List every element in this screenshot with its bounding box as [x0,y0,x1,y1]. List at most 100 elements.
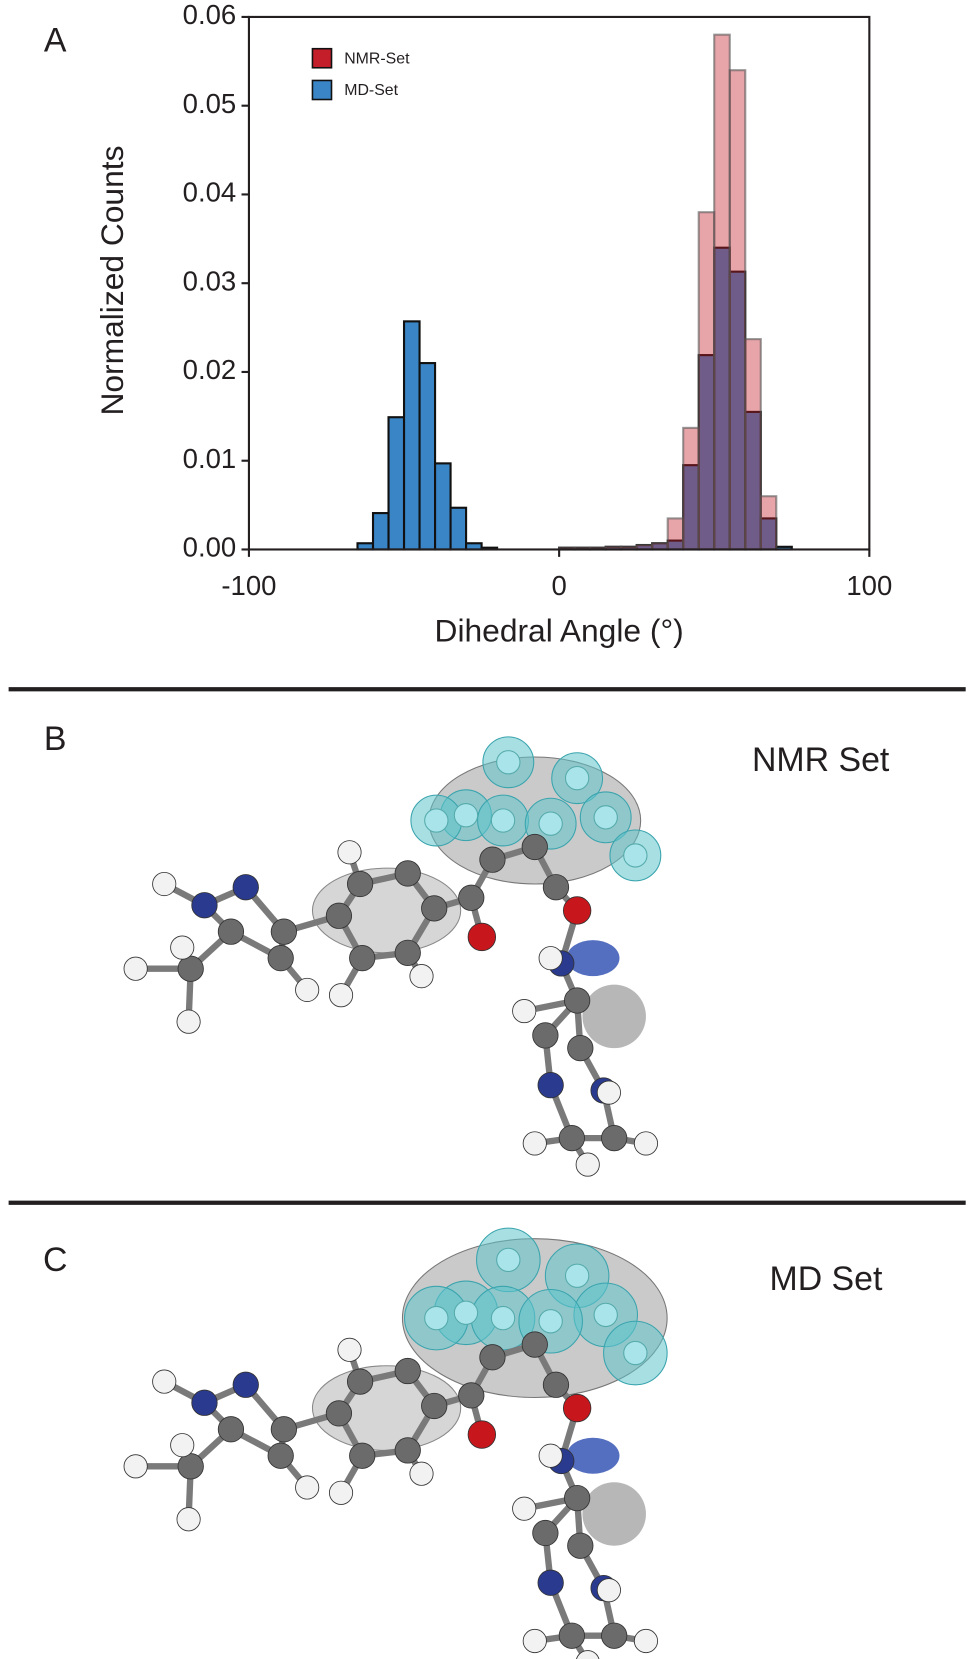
atom [232,1371,259,1398]
atom [325,1400,353,1427]
x-tick-label: -100 [221,570,276,601]
x-tick-label: 100 [846,570,892,601]
atom [564,1484,591,1512]
atom [267,945,294,972]
histogram-bar [697,211,716,551]
atom [394,939,421,966]
histogram-bar [666,517,685,551]
atom [596,1080,621,1105]
y-tick-label: 0.01 [183,443,237,474]
atom [537,1072,564,1099]
atom [152,1369,177,1394]
atom [267,1442,294,1469]
atom [601,1124,628,1152]
atom [458,1382,485,1409]
atom [177,1453,204,1480]
atom [564,1263,590,1288]
histogram-bar [433,462,452,551]
atom [496,750,521,775]
atom [270,918,298,945]
atom [328,983,354,1008]
atom [542,1371,570,1398]
atom [170,1433,195,1458]
atom [421,895,448,922]
atom [177,955,204,982]
panel-label: A [44,21,67,59]
atom [270,1416,298,1443]
atom [123,956,148,981]
atom [532,1022,559,1049]
histogram-bar [713,33,731,551]
atom [576,1650,600,1659]
atom [328,1480,354,1505]
y-tick-label: 0.04 [183,177,237,208]
histogram-bar [418,362,437,551]
y-tick-label: 0.06 [183,0,237,30]
atom [593,1302,618,1328]
atom [467,922,497,952]
atom [346,1368,374,1395]
atom [575,1152,600,1177]
atom [152,871,177,897]
atom [564,987,591,1014]
atom [538,1443,563,1468]
atom [424,1305,449,1331]
atom [176,1507,201,1532]
atom [458,884,485,911]
legend-label: NMR-Set [344,50,410,67]
atom [217,918,245,945]
atom [512,998,537,1024]
atom [538,1309,563,1334]
atom [346,870,374,898]
panel-label: B [44,720,67,758]
density-surface [582,984,646,1049]
atom [538,946,563,971]
atom [558,1622,585,1649]
panel-label: C [43,1241,67,1279]
y-tick-label: 0.03 [183,265,237,296]
panel-title: MD Set [769,1260,882,1298]
atom [490,1305,516,1331]
atom [567,1532,594,1559]
atom [564,765,590,791]
atom [424,808,449,833]
histogram-bar [744,338,762,551]
atom [453,1300,479,1325]
histogram-bar [387,416,406,551]
atom [349,1442,376,1469]
atom [217,1416,245,1443]
atom [537,1569,564,1596]
atom [542,874,570,901]
atom [623,1340,648,1366]
atom [232,874,259,901]
atom [633,1628,659,1654]
legend-swatch [311,47,333,69]
atom [394,1437,421,1464]
legend-label: MD-Set [344,82,398,99]
atom [593,805,618,830]
histogram-bar [449,506,468,551]
y-axis-title: Normalized Counts [94,146,130,416]
atom [522,1131,547,1156]
atom [538,811,563,836]
atom [191,892,218,919]
atom [409,964,434,989]
legend-swatch [311,79,333,101]
density-surface [582,1482,646,1546]
atom [170,935,195,960]
atom [623,843,648,868]
atom [191,1389,218,1416]
atom [421,1392,448,1420]
histogram-bar [402,320,421,551]
histogram-bar [682,426,700,551]
atom [325,902,353,929]
atom [394,1357,421,1385]
y-tick-label: 0.05 [183,88,237,119]
atom [479,1344,506,1371]
atom [490,808,516,833]
atom [479,846,506,873]
atom [295,1475,320,1500]
histogram-bar [728,69,747,551]
atom [123,1454,148,1479]
